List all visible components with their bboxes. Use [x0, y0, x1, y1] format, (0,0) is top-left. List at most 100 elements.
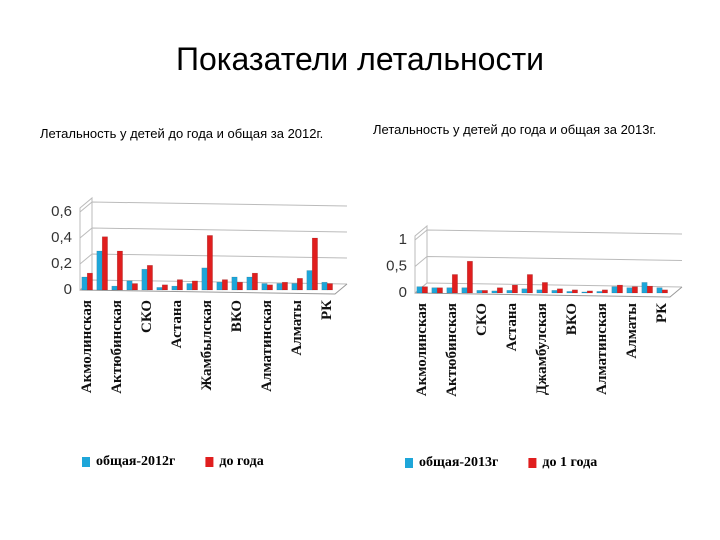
bar [526, 274, 533, 294]
x-tick-label: Жамбылская [199, 300, 215, 391]
bar [266, 284, 273, 291]
bar [236, 281, 243, 291]
bar [251, 272, 258, 291]
bar [511, 284, 518, 294]
x-tick-label: Акмолинская [79, 300, 95, 393]
bar [611, 286, 618, 294]
y-tick-label: 0 [64, 281, 72, 298]
bar [246, 276, 253, 291]
bar [536, 289, 543, 294]
bar [566, 291, 573, 294]
bar [451, 274, 458, 294]
y-tick-label: 0,2 [51, 255, 72, 272]
legend-label: общая-2013г [419, 455, 498, 470]
bar [571, 289, 578, 294]
bar [306, 270, 313, 291]
legend-swatch [405, 458, 413, 468]
bar [126, 280, 133, 291]
x-tick-label: Алматы [289, 300, 305, 356]
x-tick-label: Астана [169, 300, 185, 349]
grid-line [79, 253, 348, 265]
bar [171, 285, 178, 291]
slide-title: Показатели летальности [176, 41, 544, 77]
chart-caption: Летальность у детей до года и общая за 2… [40, 126, 324, 141]
x-tick-label: Джамбулская [534, 303, 550, 395]
bar [221, 279, 228, 291]
bar [616, 284, 623, 294]
bar [296, 278, 303, 291]
bar [311, 237, 318, 291]
bar [231, 276, 238, 291]
y-tick-label: 0,6 [51, 203, 72, 220]
x-tick-label: Алматинская [594, 303, 610, 395]
grid-line [414, 229, 683, 241]
y-tick-label: 0 [399, 284, 407, 301]
x-tick-label: Астана [504, 303, 520, 352]
bar [421, 286, 428, 294]
bar [431, 287, 438, 294]
bar [586, 290, 593, 294]
bar [521, 288, 528, 294]
x-tick-label: Актюбинская [109, 300, 125, 394]
bar [206, 235, 213, 291]
bar [216, 281, 223, 291]
bar [461, 287, 468, 294]
bar [111, 285, 118, 291]
x-tick-label: Алматы [624, 303, 640, 359]
x-tick-label: ВКО [229, 300, 245, 332]
x-tick-label: РК [654, 303, 670, 323]
bar [551, 290, 558, 294]
bar [156, 287, 163, 291]
legend-label: общая-2012г [96, 454, 175, 469]
x-tick-label: ВКО [564, 303, 580, 335]
chart-caption: Летальность у детей до года и общая за 2… [373, 122, 657, 137]
y-tick-label: 0,4 [51, 229, 72, 246]
bar [291, 283, 298, 291]
bar [191, 280, 198, 291]
bar [641, 282, 648, 294]
grid-line [79, 201, 348, 213]
bar [661, 289, 668, 294]
bar [201, 267, 208, 291]
bar [601, 289, 608, 294]
bar [491, 290, 498, 294]
bar [646, 285, 653, 294]
legend-label: до 1 года [542, 455, 597, 470]
x-tick-label: Алматинская [259, 300, 275, 392]
bar [436, 287, 443, 294]
bar [186, 283, 193, 291]
floor [414, 286, 683, 298]
bar [101, 236, 108, 291]
x-tick-label: СКО [139, 300, 155, 333]
legend-swatch [82, 457, 90, 467]
bar [146, 265, 153, 291]
bar [466, 260, 473, 294]
bar [656, 287, 663, 294]
bar [496, 287, 503, 294]
bar [556, 288, 563, 294]
legend-swatch [528, 458, 537, 468]
bar [96, 250, 103, 291]
bar [506, 290, 513, 294]
x-tick-label: СКО [474, 303, 490, 336]
bar [81, 276, 88, 291]
bar [326, 283, 333, 291]
bar [261, 283, 268, 291]
bar [416, 286, 423, 294]
chart-caption-box: Летальность у детей до года и общая за 2… [373, 122, 657, 137]
bar [596, 291, 603, 294]
bar [86, 272, 93, 291]
bar [481, 290, 488, 294]
legend-label: до года [219, 454, 263, 469]
bar [626, 287, 633, 294]
x-tick-label: РК [319, 300, 335, 320]
bar [161, 284, 168, 291]
chart-caption-box: Летальность у детей до года и общая за 2… [40, 126, 324, 141]
legend-swatch [205, 457, 214, 467]
bar [321, 281, 328, 291]
plot-wall [414, 224, 428, 295]
bar [141, 268, 148, 291]
bar [446, 287, 453, 294]
bar [276, 283, 283, 291]
